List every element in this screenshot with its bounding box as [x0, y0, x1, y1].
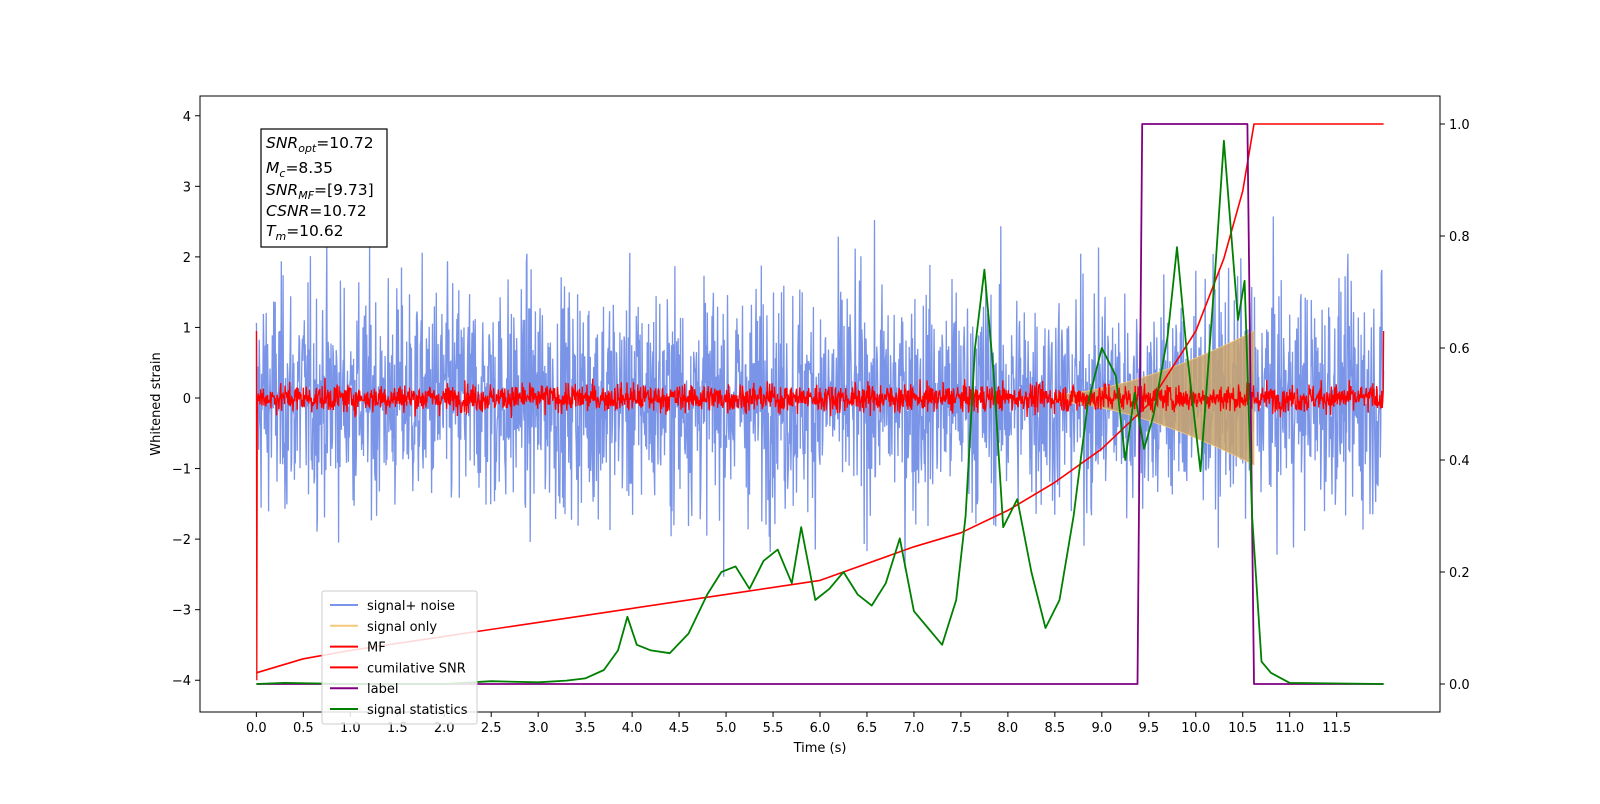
- x-tick-label: 8.0: [998, 721, 1019, 736]
- legend-label: signal statistics: [367, 703, 468, 718]
- stat-tm: Tm=10.62: [266, 222, 344, 243]
- legend: signal+ noise signal only MF cumilative SNR…: [321, 590, 478, 725]
- y-tick-label: 2: [183, 251, 191, 266]
- y-right-tick-label: 0.8: [1449, 230, 1470, 245]
- y-tick-label: −1: [172, 463, 191, 478]
- y-tick-label: −4: [172, 674, 191, 689]
- x-tick-label: 11.5: [1322, 721, 1351, 736]
- x-tick-label: 3.0: [528, 721, 549, 736]
- legend-frame: [321, 590, 478, 725]
- x-tick-label: 9.5: [1138, 721, 1159, 736]
- legend-items: signal+ noise signal only MF cumilative SNR…: [330, 599, 468, 718]
- series-signal-statistics: [256, 139, 1384, 685]
- x-tick-label: 1.0: [340, 721, 361, 736]
- legend-label: cumilative SNR: [367, 661, 466, 676]
- x-tick-label: 7.0: [904, 721, 925, 736]
- stat-csnr: CSNR=10.72: [266, 202, 367, 220]
- x-tick-label: 4.0: [622, 721, 643, 736]
- y-right-tick-label: 0.0: [1449, 678, 1470, 693]
- x-tick-label: 11.0: [1275, 721, 1304, 736]
- y-right-tick-label: 0.6: [1449, 342, 1470, 357]
- x-tick-label: 0.0: [246, 721, 267, 736]
- series-mf: [255, 330, 1385, 681]
- stat-snr-opt: SNRopt=10.72: [266, 134, 374, 155]
- x-tick-label: 6.0: [810, 721, 831, 736]
- y-axis-label: Whitened strain: [149, 352, 164, 455]
- y-tick-label: −3: [172, 604, 191, 619]
- y-right-tick-label: 0.2: [1449, 566, 1470, 581]
- y-tick-label: 3: [183, 180, 191, 195]
- y-tick-label: 1: [183, 321, 191, 336]
- x-tick-label: 2.5: [481, 721, 502, 736]
- x-tick-label: 8.5: [1045, 721, 1066, 736]
- y-right-tick-label: 0.4: [1449, 454, 1470, 469]
- y-tick-label: −2: [172, 533, 191, 548]
- x-tick-label: 9.0: [1091, 721, 1112, 736]
- x-tick-label: 5.5: [763, 721, 784, 736]
- x-tick-label: 7.5: [951, 721, 972, 736]
- x-tick-label: 6.5: [857, 721, 878, 736]
- stat-snr-mf: SNRMF=[9.73]: [266, 181, 374, 202]
- stats-box: SNRopt=10.72 Mc=8.35 SNRMF=[9.73] CSNR=1…: [260, 128, 388, 248]
- series-label: [256, 123, 1384, 685]
- y-right-tick-label: 1.0: [1449, 118, 1470, 133]
- x-tick-label: 0.5: [293, 721, 314, 736]
- legend-label: MF: [367, 641, 386, 656]
- legend-label: label: [367, 682, 398, 697]
- legend-label: signal only: [367, 620, 437, 635]
- x-tick-label: 2.0: [434, 721, 455, 736]
- y-tick-label: 4: [183, 110, 191, 125]
- x-tick-label: 3.5: [575, 721, 596, 736]
- axes-layer: 0.0 0.5 1.0 1.5 2.0 2.5 3.0 3.5 4.0 4.5 5.0 5.5 6.0 6…: [172, 110, 1470, 736]
- x-tick-label: 1.5: [387, 721, 408, 736]
- x-tick-label: 10.0: [1181, 721, 1210, 736]
- stat-mc: Mc=8.35: [266, 159, 333, 180]
- x-tick-label: 10.5: [1228, 721, 1257, 736]
- legend-label: signal+ noise: [367, 599, 455, 614]
- x-tick-label: 5.0: [716, 721, 737, 736]
- x-axis-label: Time (s): [793, 741, 847, 756]
- y-tick-label: 0: [183, 392, 191, 407]
- series-signal-noise: [255, 216, 1385, 577]
- x-tick-label: 4.5: [669, 721, 690, 736]
